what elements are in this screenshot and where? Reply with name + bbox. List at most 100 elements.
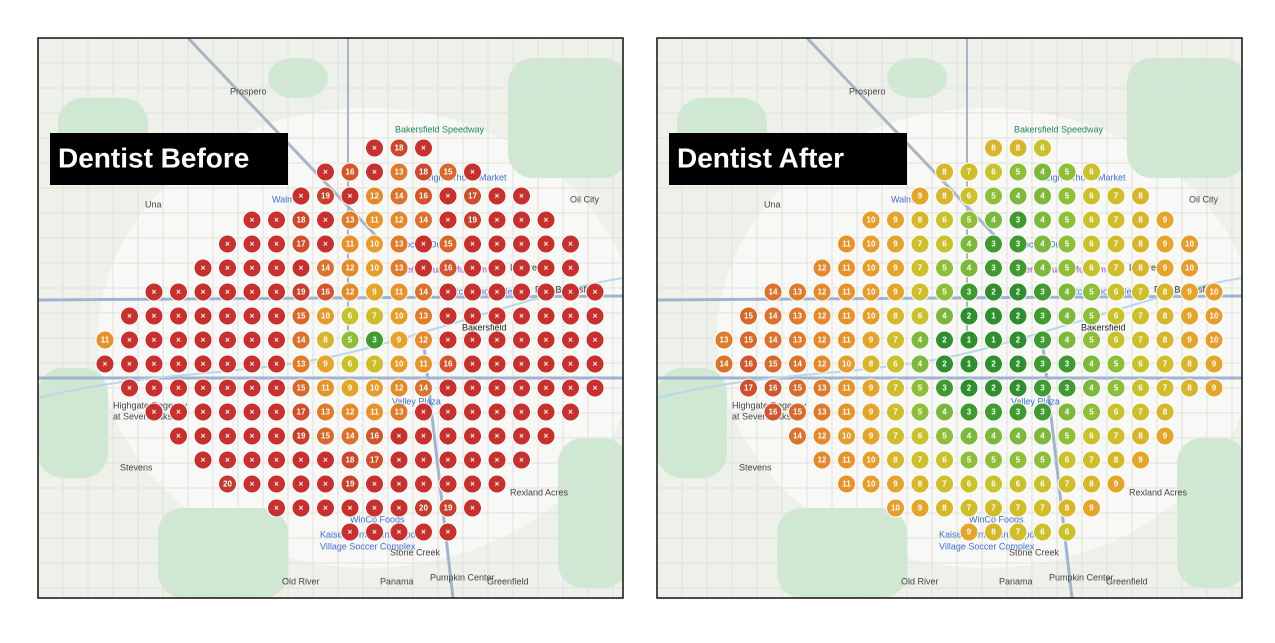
rank-label: 11	[842, 384, 851, 393]
rank-pin: 9	[861, 426, 881, 446]
rank-dot	[959, 450, 979, 470]
unranked-dot	[536, 426, 556, 446]
rank-dot	[763, 306, 783, 326]
rank-label: 8	[1089, 480, 1094, 489]
rank-label: 9	[869, 384, 874, 393]
rank-dot	[414, 354, 433, 374]
rank-label: ×	[593, 360, 598, 369]
rank-pin: 7	[910, 234, 930, 254]
rank-label: 15	[793, 408, 802, 417]
rank-pin: 4	[984, 210, 1003, 230]
unranked-dot	[438, 450, 458, 470]
rank-pin: 3	[1057, 378, 1077, 398]
rank-pin: 10	[861, 234, 881, 254]
rank-label: 6	[348, 360, 353, 369]
rank-dot	[414, 210, 433, 230]
rank-dot	[1033, 162, 1052, 182]
rank-pin: ×	[267, 450, 286, 470]
rank-dot	[316, 186, 335, 206]
rank-label: ×	[176, 360, 181, 369]
rank-label: 8	[893, 456, 898, 465]
rank-pin: ×	[438, 450, 458, 470]
unranked-dot	[487, 282, 507, 302]
rank-pin: 5	[984, 450, 1003, 470]
unranked-dot	[438, 522, 458, 542]
rank-pin: 7	[910, 450, 930, 470]
rank-label: 3	[1016, 408, 1021, 417]
rank-pin: 11	[837, 378, 856, 398]
rank-label: ×	[348, 528, 353, 537]
unranked-dot	[536, 378, 556, 398]
rank-pin: 4	[1033, 234, 1052, 254]
rank-pin: ×	[267, 378, 286, 398]
rank-pin: 10	[861, 210, 881, 230]
rank-pin: 10	[365, 234, 384, 254]
rank-label: 7	[1089, 456, 1094, 465]
rank-label: ×	[299, 264, 304, 273]
rank-label: 6	[942, 216, 947, 225]
rank-pin: 6	[1082, 258, 1101, 278]
rank-label: ×	[323, 480, 328, 489]
rank-label: 6	[1089, 216, 1094, 225]
rank-pin: 10	[861, 450, 881, 470]
rank-dot	[1057, 426, 1077, 446]
rank-label: 14	[720, 360, 729, 369]
park	[887, 58, 947, 98]
rank-pin: ×	[414, 474, 433, 494]
rank-pin: 12	[812, 450, 832, 470]
rank-label: 5	[942, 264, 947, 273]
rank-pin: ×	[291, 450, 311, 470]
rank-label: ×	[323, 456, 328, 465]
rank-dot	[1204, 330, 1224, 350]
unranked-dot	[267, 210, 286, 230]
place-label: Oil City	[1189, 194, 1218, 204]
rank-label: ×	[250, 384, 255, 393]
unranked-dot	[561, 330, 580, 350]
rank-pin: 6	[1082, 210, 1101, 230]
rank-dot	[1008, 498, 1028, 518]
rank-pin: ×	[242, 474, 262, 494]
rank-label: ×	[544, 288, 549, 297]
rank-pin: 13	[788, 282, 807, 302]
place-label: Greenfield	[1106, 576, 1148, 586]
rank-pin: 6	[935, 210, 954, 230]
rank-pin: ×	[95, 354, 115, 374]
rank-label: ×	[495, 240, 500, 249]
rank-label: 10	[867, 240, 876, 249]
rank-pin: 14	[763, 330, 783, 350]
rank-pin: ×	[242, 258, 262, 278]
rank-pin: ×	[536, 426, 556, 446]
rank-pin: 2	[1008, 330, 1028, 350]
rank-dot	[886, 378, 905, 398]
rank-dot	[1155, 378, 1175, 398]
unranked-dot	[193, 450, 213, 470]
rank-label: ×	[470, 312, 475, 321]
rank-label: 7	[991, 504, 996, 513]
rank-label: 9	[323, 360, 328, 369]
rank-label: ×	[495, 456, 500, 465]
unranked-dot	[512, 210, 531, 230]
rank-pin: 18	[291, 210, 311, 230]
rank-pin: ×	[512, 258, 531, 278]
rank-dot	[1131, 378, 1150, 398]
rank-label: 2	[967, 384, 972, 393]
rank-pin: 9	[1204, 378, 1224, 398]
unranked-dot	[487, 402, 507, 422]
rank-pin: ×	[218, 354, 237, 374]
rank-dot	[861, 234, 881, 254]
rank-dot	[1033, 306, 1052, 326]
rank-dot	[984, 378, 1003, 398]
rank-label: 4	[1065, 312, 1070, 321]
rank-pin: 2	[984, 378, 1003, 398]
rank-label: 11	[842, 288, 851, 297]
rank-pin: 6	[1057, 522, 1077, 542]
rank-label: 1	[991, 336, 996, 345]
rank-label: ×	[201, 384, 206, 393]
place-label: Panama	[380, 576, 414, 586]
rank-pin: 6	[1008, 474, 1028, 494]
rank-label: 6	[1089, 240, 1094, 249]
rank-pin: ×	[291, 474, 311, 494]
rank-label: 5	[918, 408, 923, 417]
rank-label: 16	[444, 360, 453, 369]
rank-pin: ×	[463, 378, 482, 398]
